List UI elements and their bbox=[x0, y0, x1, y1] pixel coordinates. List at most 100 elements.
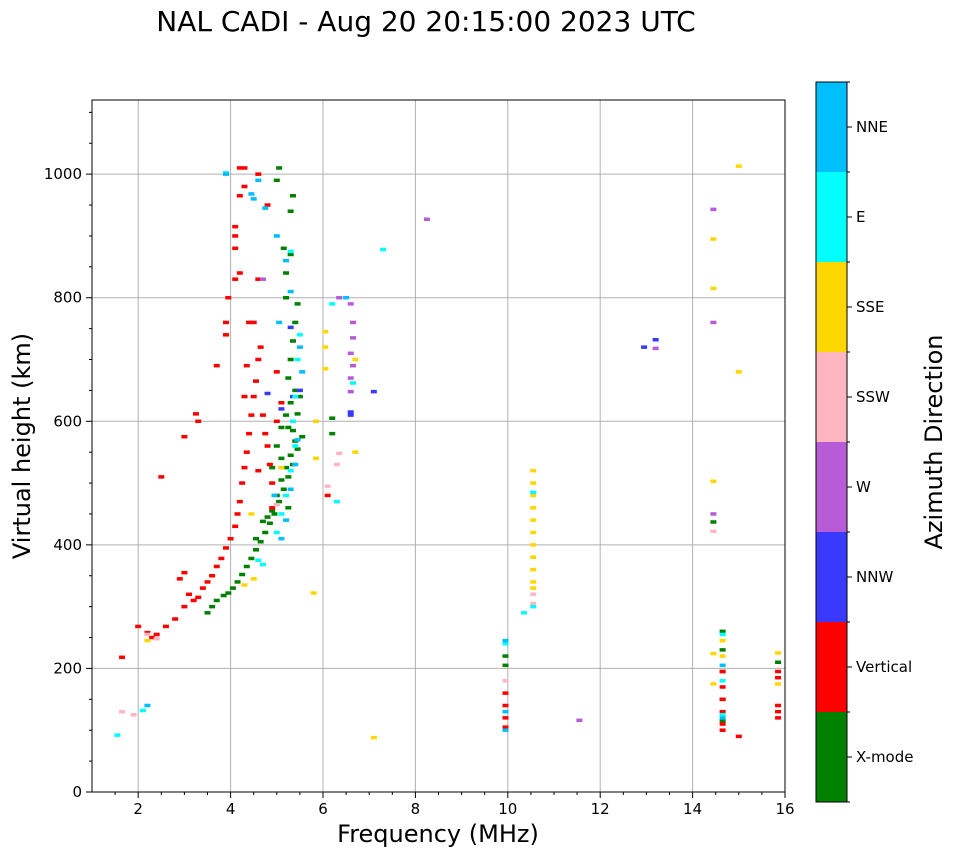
colorbar-segment-nnw bbox=[816, 532, 847, 622]
data-point-x-mode bbox=[229, 586, 236, 590]
colorbar-tick-label: NNE bbox=[856, 118, 888, 136]
data-point-x-mode bbox=[278, 456, 285, 461]
data-point-e bbox=[273, 530, 280, 535]
data-point-w bbox=[710, 512, 717, 516]
data-point-vertical bbox=[232, 277, 239, 281]
data-point-vertical bbox=[259, 413, 266, 417]
data-point-nne bbox=[222, 172, 229, 176]
data-point-vertical bbox=[248, 413, 255, 417]
data-point-e bbox=[278, 512, 285, 516]
data-point-vertical bbox=[502, 725, 509, 729]
data-point-nne bbox=[502, 728, 509, 732]
data-point-x-mode bbox=[294, 302, 301, 306]
data-point-e bbox=[530, 604, 537, 609]
data-point-vertical bbox=[241, 394, 248, 399]
y-tick-label: 1000 bbox=[44, 165, 82, 183]
data-point-vertical bbox=[236, 271, 243, 275]
data-point-vertical bbox=[243, 363, 250, 368]
data-point-sse bbox=[310, 591, 317, 595]
data-point-e bbox=[380, 247, 387, 252]
data-point-x-mode bbox=[264, 515, 271, 519]
data-point-x-mode bbox=[285, 425, 292, 430]
data-point-vertical bbox=[775, 716, 782, 720]
data-point-x-mode bbox=[276, 166, 283, 170]
colorbar-segment-e bbox=[816, 172, 847, 262]
data-point-vertical bbox=[144, 630, 151, 635]
data-point-vertical bbox=[273, 370, 280, 374]
data-point-x-mode bbox=[271, 512, 278, 516]
colorbar-tick-label: W bbox=[856, 478, 871, 496]
data-point-x-mode bbox=[329, 431, 336, 436]
data-point-vertical bbox=[735, 734, 742, 739]
data-point-x-mode bbox=[285, 475, 292, 479]
data-point-sse bbox=[241, 583, 248, 587]
data-point-vertical bbox=[199, 586, 206, 590]
x-tick-label: 12 bbox=[591, 800, 610, 818]
data-point-e bbox=[530, 490, 537, 495]
data-point-ssw bbox=[273, 502, 280, 507]
data-point-vertical bbox=[243, 450, 250, 454]
data-point-vertical bbox=[222, 546, 229, 550]
data-point-x-mode bbox=[253, 548, 260, 552]
data-point-vertical bbox=[232, 224, 239, 229]
data-point-vertical bbox=[719, 709, 726, 714]
data-point-e bbox=[283, 493, 290, 498]
data-point-x-mode bbox=[719, 719, 726, 723]
data-point-sse bbox=[775, 682, 782, 686]
colorbar-tick-label: Vertical bbox=[856, 658, 912, 676]
data-point-nne bbox=[144, 703, 151, 708]
data-point-vertical bbox=[213, 564, 220, 569]
data-point-x-mode bbox=[278, 478, 285, 482]
data-point-vertical bbox=[241, 184, 248, 189]
data-point-vertical bbox=[176, 577, 183, 581]
data-point-vertical bbox=[239, 481, 246, 485]
data-point-vertical bbox=[186, 592, 193, 597]
data-point-vertical bbox=[227, 536, 234, 541]
data-point-ssw bbox=[710, 529, 717, 534]
colorbar-segment-x-mode bbox=[816, 712, 847, 802]
data-point-vertical bbox=[246, 320, 253, 325]
data-point-x-mode bbox=[273, 178, 280, 183]
data-point-x-mode bbox=[710, 520, 717, 524]
data-point-sse bbox=[775, 651, 782, 655]
data-point-x-mode bbox=[292, 320, 299, 325]
data-point-vertical bbox=[255, 172, 262, 176]
data-point-x-mode bbox=[294, 412, 301, 416]
data-point-sse bbox=[710, 651, 717, 656]
data-point-nnw bbox=[347, 410, 354, 414]
data-point-e bbox=[502, 641, 509, 646]
data-point-w bbox=[710, 207, 717, 212]
colorbar-frame bbox=[815, 81, 848, 803]
data-point-vertical bbox=[218, 556, 225, 561]
data-point-x-mode bbox=[299, 434, 306, 439]
data-point-e bbox=[259, 562, 266, 567]
data-point-e bbox=[350, 381, 357, 385]
data-point-x-mode bbox=[220, 593, 227, 598]
data-point-x-mode bbox=[239, 572, 246, 577]
data-point-e bbox=[333, 499, 340, 504]
data-point-x-mode bbox=[329, 416, 336, 420]
data-point-vertical bbox=[192, 412, 199, 416]
data-point-e bbox=[292, 444, 299, 448]
data-point-x-mode bbox=[269, 465, 276, 470]
colorbar-segment-ssw bbox=[816, 352, 847, 442]
data-point-x-mode bbox=[289, 339, 296, 343]
x-tick-label: 16 bbox=[775, 800, 794, 818]
data-point-e bbox=[287, 468, 294, 473]
data-point-vertical bbox=[232, 524, 239, 529]
data-point-vertical bbox=[269, 481, 276, 485]
data-point-x-mode bbox=[248, 556, 255, 561]
data-point-nne bbox=[719, 716, 726, 720]
data-point-vertical bbox=[209, 574, 216, 578]
data-point-nnw bbox=[278, 407, 285, 411]
colorbar-tick-label: NNW bbox=[856, 568, 893, 586]
data-point-x-mode bbox=[209, 604, 216, 609]
data-point-vertical bbox=[119, 655, 126, 660]
data-point-nne bbox=[502, 638, 509, 643]
data-point-vertical bbox=[195, 419, 202, 424]
colorbar-tick-label: SSW bbox=[856, 388, 890, 406]
y-tick-label: 600 bbox=[53, 412, 82, 430]
data-point-x-mode bbox=[259, 519, 266, 524]
data-point-nne bbox=[719, 663, 726, 668]
data-point-nne bbox=[287, 289, 294, 294]
